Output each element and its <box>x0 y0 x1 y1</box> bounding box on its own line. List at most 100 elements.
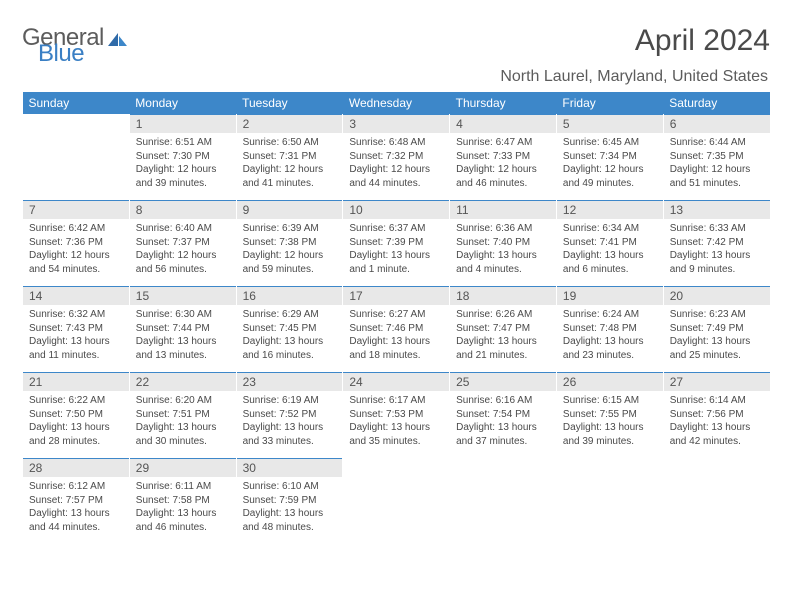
calendar-day-cell: 15Sunrise: 6:30 AMSunset: 7:44 PMDayligh… <box>129 286 236 372</box>
sunset-time: 7:53 PM <box>386 409 423 420</box>
sunrise-time: 6:14 AM <box>709 395 746 406</box>
day-info: Sunrise: 6:34 AMSunset: 7:41 PMDaylight:… <box>557 219 663 280</box>
daylight-duration: 12 hours and 44 minutes. <box>349 164 430 189</box>
sunset-time: 7:57 PM <box>66 495 103 506</box>
calendar-day-cell: 14Sunrise: 6:32 AMSunset: 7:43 PMDayligh… <box>23 286 130 372</box>
day-info: Sunrise: 6:20 AMSunset: 7:51 PMDaylight:… <box>130 391 236 452</box>
calendar-day-cell: 4Sunrise: 6:47 AMSunset: 7:33 PMDaylight… <box>450 114 557 200</box>
day-number: 19 <box>557 286 663 305</box>
calendar-day-cell: 11Sunrise: 6:36 AMSunset: 7:40 PMDayligh… <box>450 200 557 286</box>
day-info: Sunrise: 6:30 AMSunset: 7:44 PMDaylight:… <box>130 305 236 366</box>
calendar-day-cell: 6Sunrise: 6:44 AMSunset: 7:35 PMDaylight… <box>663 114 770 200</box>
sunrise-time: 6:22 AM <box>68 395 105 406</box>
sunset-time: 7:50 PM <box>66 409 103 420</box>
sunset-time: 7:37 PM <box>172 237 209 248</box>
day-number: 29 <box>130 458 236 477</box>
calendar-day-cell: 9Sunrise: 6:39 AMSunset: 7:38 PMDaylight… <box>236 200 343 286</box>
calendar-day-cell: 27Sunrise: 6:14 AMSunset: 7:56 PMDayligh… <box>663 372 770 458</box>
day-number: 22 <box>130 372 236 391</box>
calendar-day-cell: 8Sunrise: 6:40 AMSunset: 7:37 PMDaylight… <box>129 200 236 286</box>
calendar-day-cell: 10Sunrise: 6:37 AMSunset: 7:39 PMDayligh… <box>343 200 450 286</box>
day-number: 27 <box>664 372 770 391</box>
calendar-day-cell: 17Sunrise: 6:27 AMSunset: 7:46 PMDayligh… <box>343 286 450 372</box>
sunset-time: 7:54 PM <box>493 409 530 420</box>
day-info: Sunrise: 6:51 AMSunset: 7:30 PMDaylight:… <box>130 133 236 194</box>
daylight-duration: 13 hours and 48 minutes. <box>243 508 324 533</box>
daylight-duration: 13 hours and 42 minutes. <box>670 422 751 447</box>
daylight-duration: 12 hours and 54 minutes. <box>29 250 110 275</box>
day-info: Sunrise: 6:29 AMSunset: 7:45 PMDaylight:… <box>237 305 343 366</box>
sunrise-time: 6:20 AM <box>175 395 212 406</box>
sunset-time: 7:32 PM <box>386 151 423 162</box>
day-info: Sunrise: 6:27 AMSunset: 7:46 PMDaylight:… <box>343 305 449 366</box>
sunset-time: 7:56 PM <box>706 409 743 420</box>
brand-sail-icon <box>107 32 129 48</box>
day-number: 9 <box>237 200 343 219</box>
calendar-day-cell: 2Sunrise: 6:50 AMSunset: 7:31 PMDaylight… <box>236 114 343 200</box>
day-number: 15 <box>130 286 236 305</box>
sunrise-time: 6:40 AM <box>175 223 212 234</box>
day-info: Sunrise: 6:40 AMSunset: 7:37 PMDaylight:… <box>130 219 236 280</box>
calendar-week-row: 1Sunrise: 6:51 AMSunset: 7:30 PMDaylight… <box>23 114 771 200</box>
day-info: Sunrise: 6:47 AMSunset: 7:33 PMDaylight:… <box>450 133 556 194</box>
sunrise-time: 6:37 AM <box>389 223 426 234</box>
daylight-duration: 13 hours and 9 minutes. <box>670 250 751 275</box>
calendar-day-cell: 30Sunrise: 6:10 AMSunset: 7:59 PMDayligh… <box>236 458 343 544</box>
sunrise-time: 6:32 AM <box>68 309 105 320</box>
daylight-duration: 12 hours and 51 minutes. <box>670 164 751 189</box>
calendar-day-cell: 18Sunrise: 6:26 AMSunset: 7:47 PMDayligh… <box>450 286 557 372</box>
sunset-time: 7:45 PM <box>279 323 316 334</box>
day-number: 24 <box>343 372 449 391</box>
daylight-duration: 12 hours and 49 minutes. <box>563 164 644 189</box>
sunrise-time: 6:30 AM <box>175 309 212 320</box>
calendar-week-row: 28Sunrise: 6:12 AMSunset: 7:57 PMDayligh… <box>23 458 771 544</box>
calendar-day-cell: 12Sunrise: 6:34 AMSunset: 7:41 PMDayligh… <box>556 200 663 286</box>
weekday-header: Wednesday <box>343 92 450 114</box>
daylight-duration: 13 hours and 1 minute. <box>349 250 430 275</box>
sunrise-time: 6:45 AM <box>602 137 639 148</box>
sunrise-time: 6:33 AM <box>709 223 746 234</box>
weekday-header: Thursday <box>450 92 557 114</box>
sunset-time: 7:48 PM <box>600 323 637 334</box>
sunrise-time: 6:24 AM <box>602 309 639 320</box>
day-number: 21 <box>23 372 129 391</box>
calendar-week-row: 21Sunrise: 6:22 AMSunset: 7:50 PMDayligh… <box>23 372 771 458</box>
sunrise-time: 6:51 AM <box>175 137 212 148</box>
sunset-time: 7:36 PM <box>66 237 103 248</box>
day-info: Sunrise: 6:22 AMSunset: 7:50 PMDaylight:… <box>23 391 129 452</box>
weekday-header: Monday <box>129 92 236 114</box>
day-info: Sunrise: 6:16 AMSunset: 7:54 PMDaylight:… <box>450 391 556 452</box>
weekday-header: Friday <box>556 92 663 114</box>
daylight-duration: 13 hours and 28 minutes. <box>29 422 110 447</box>
calendar-day-cell: 28Sunrise: 6:12 AMSunset: 7:57 PMDayligh… <box>23 458 130 544</box>
sunset-time: 7:59 PM <box>279 495 316 506</box>
daylight-duration: 13 hours and 25 minutes. <box>670 336 751 361</box>
day-number: 26 <box>557 372 663 391</box>
daylight-duration: 13 hours and 39 minutes. <box>563 422 644 447</box>
calendar-day-cell <box>450 458 557 544</box>
brand-text-2: Blue <box>38 40 84 67</box>
sunset-time: 7:52 PM <box>279 409 316 420</box>
daylight-duration: 12 hours and 59 minutes. <box>243 250 324 275</box>
calendar-day-cell: 3Sunrise: 6:48 AMSunset: 7:32 PMDaylight… <box>343 114 450 200</box>
calendar-day-cell: 29Sunrise: 6:11 AMSunset: 7:58 PMDayligh… <box>129 458 236 544</box>
day-info: Sunrise: 6:17 AMSunset: 7:53 PMDaylight:… <box>343 391 449 452</box>
calendar-day-cell: 5Sunrise: 6:45 AMSunset: 7:34 PMDaylight… <box>556 114 663 200</box>
daylight-duration: 13 hours and 33 minutes. <box>243 422 324 447</box>
day-info: Sunrise: 6:45 AMSunset: 7:34 PMDaylight:… <box>557 133 663 194</box>
weekday-header: Tuesday <box>236 92 343 114</box>
day-info: Sunrise: 6:48 AMSunset: 7:32 PMDaylight:… <box>343 133 449 194</box>
day-info: Sunrise: 6:23 AMSunset: 7:49 PMDaylight:… <box>664 305 770 366</box>
sunset-time: 7:49 PM <box>706 323 743 334</box>
location-text: North Laurel, Maryland, United States <box>22 68 770 86</box>
calendar-day-cell: 21Sunrise: 6:22 AMSunset: 7:50 PMDayligh… <box>23 372 130 458</box>
day-info: Sunrise: 6:44 AMSunset: 7:35 PMDaylight:… <box>664 133 770 194</box>
daylight-duration: 12 hours and 41 minutes. <box>243 164 324 189</box>
sunrise-time: 6:29 AM <box>282 309 319 320</box>
day-number: 2 <box>237 114 343 133</box>
day-info: Sunrise: 6:36 AMSunset: 7:40 PMDaylight:… <box>450 219 556 280</box>
sunset-time: 7:38 PM <box>279 237 316 248</box>
sunset-time: 7:40 PM <box>493 237 530 248</box>
sunrise-time: 6:36 AM <box>496 223 533 234</box>
sunrise-time: 6:42 AM <box>68 223 105 234</box>
